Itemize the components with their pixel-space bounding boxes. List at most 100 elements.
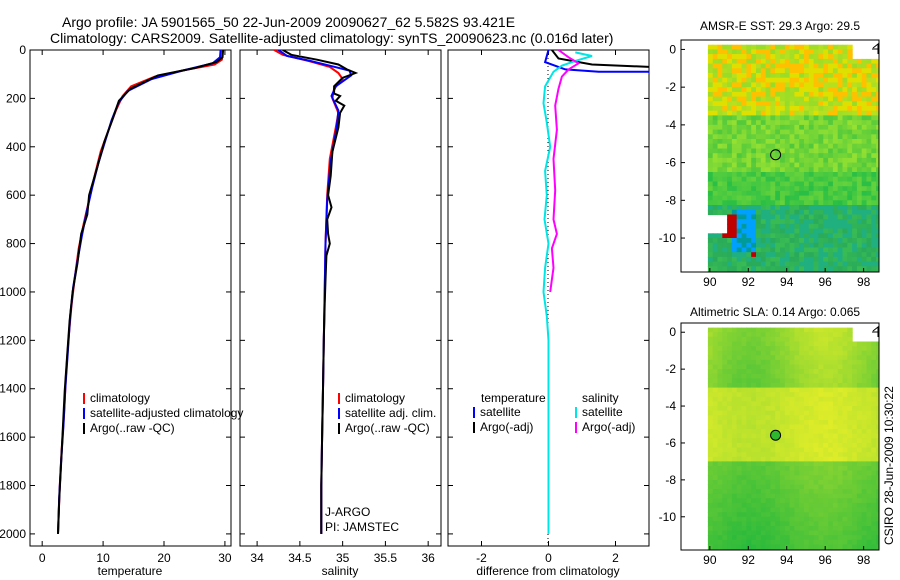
map-cell	[727, 143, 733, 149]
map-cell	[847, 355, 853, 361]
map-cell	[731, 124, 738, 131]
map-cell	[707, 195, 714, 201]
map-cell	[799, 355, 805, 361]
map-cell	[722, 484, 728, 490]
map-cell	[756, 82, 762, 88]
map-cell	[789, 438, 795, 444]
map-cell	[717, 63, 723, 69]
map-cell	[756, 521, 762, 527]
map-cell	[808, 162, 815, 168]
map-cell	[731, 96, 738, 102]
map-cell	[780, 456, 786, 462]
map-cell	[813, 521, 819, 527]
map-cell	[818, 387, 824, 393]
map-cell	[852, 101, 858, 107]
map-cell	[736, 341, 743, 347]
map-cell	[789, 256, 795, 263]
map-cell	[871, 214, 877, 220]
map-cell	[760, 195, 767, 201]
map-cell	[731, 242, 738, 249]
map-cell	[731, 484, 738, 490]
map-cell	[794, 415, 800, 421]
map-cell	[823, 544, 829, 550]
map-cell	[842, 443, 848, 449]
map-cell	[832, 378, 839, 384]
map-cell	[804, 63, 810, 69]
map-cell	[818, 124, 824, 131]
map-cell	[722, 498, 728, 504]
map-cell	[789, 484, 795, 490]
map-cell	[813, 355, 819, 361]
map-cell	[751, 73, 757, 79]
map-cell	[712, 507, 719, 513]
map-cell	[871, 516, 877, 522]
map-cell	[847, 396, 853, 402]
map-cell	[736, 247, 743, 253]
map-cell	[828, 200, 834, 206]
map-cell	[784, 209, 791, 216]
map-cell	[828, 387, 834, 393]
map-cell	[804, 134, 810, 140]
map-cell	[784, 350, 791, 356]
map-cell	[731, 172, 738, 178]
map-cell	[813, 406, 819, 412]
map-cell	[789, 266, 795, 272]
map-cell	[789, 475, 795, 481]
map-cell	[731, 176, 738, 182]
map-y-tick-label: -8	[665, 473, 676, 487]
map-cell	[847, 512, 853, 518]
map-cell	[852, 219, 858, 225]
y-tick-label: 600	[6, 188, 26, 202]
map-cell	[808, 332, 815, 338]
map-cell	[770, 493, 776, 499]
map-cell	[813, 110, 819, 116]
map-cell	[823, 106, 829, 112]
map-cell	[808, 106, 815, 112]
map-cell	[717, 410, 723, 416]
map-cell	[770, 200, 776, 206]
map-cell	[770, 266, 776, 272]
map-cell	[852, 433, 858, 439]
map-cell	[813, 63, 819, 69]
map-cell	[722, 512, 728, 518]
map-cell	[866, 82, 872, 88]
map-cell	[861, 512, 868, 518]
map-cell	[876, 200, 879, 206]
map-cell	[876, 452, 879, 458]
map-cell	[736, 539, 743, 545]
map-cell	[717, 387, 723, 393]
map-cell	[799, 157, 805, 164]
map-cell	[722, 406, 728, 412]
map-cell	[717, 49, 723, 55]
map-cell	[842, 73, 848, 79]
map-cell	[856, 228, 863, 234]
map-cell	[765, 502, 771, 509]
map-cell	[876, 479, 879, 486]
map-cell	[828, 484, 834, 490]
map-cell	[731, 139, 738, 145]
map-cell	[746, 68, 752, 74]
map-cell	[756, 346, 762, 352]
map-cell	[823, 190, 829, 197]
map-cell	[876, 219, 879, 225]
map-cell	[837, 181, 844, 187]
map-cell	[866, 181, 872, 187]
x-tick-label: 20	[157, 551, 171, 565]
map-cell	[871, 238, 877, 244]
map-cell	[741, 115, 747, 121]
map-cell	[736, 493, 743, 499]
map-cell	[871, 266, 877, 272]
map-cell	[856, 110, 863, 116]
map-cell	[717, 479, 723, 486]
map-cell	[799, 124, 805, 131]
map-cell	[813, 214, 819, 220]
map-cell	[760, 396, 767, 402]
map-cell	[751, 535, 757, 541]
map-cell	[789, 526, 795, 532]
map-cell	[823, 493, 829, 499]
map-cell	[780, 502, 786, 509]
map-cell	[847, 332, 853, 338]
map-cell	[808, 129, 815, 135]
map-cell	[808, 124, 815, 131]
map-cell	[722, 252, 728, 258]
